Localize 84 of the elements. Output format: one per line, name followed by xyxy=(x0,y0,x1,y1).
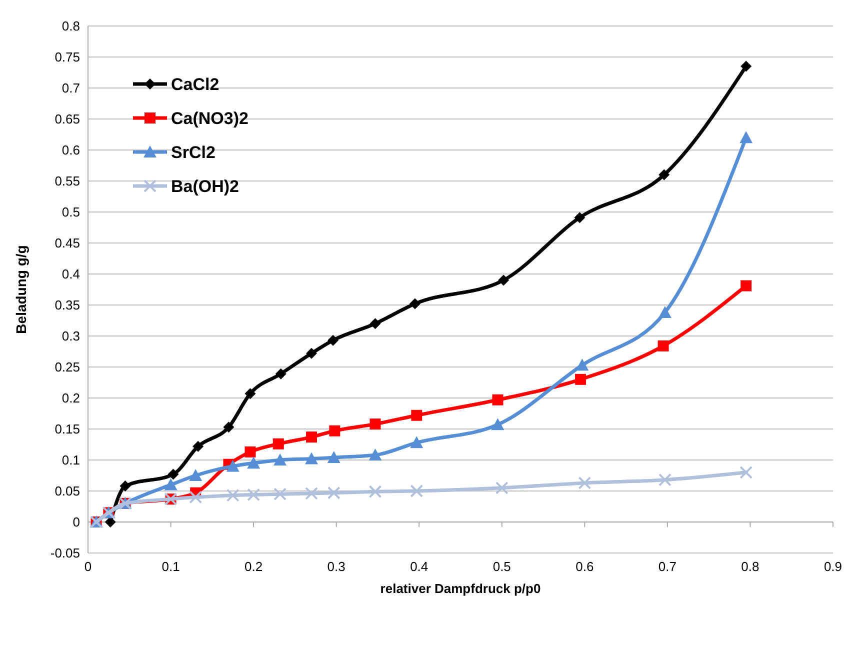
point xyxy=(740,466,753,479)
legend-label: CaCl2 xyxy=(171,75,220,94)
legend-label: Ba(OH)2 xyxy=(171,177,240,196)
point xyxy=(578,476,592,490)
y-tick-label: 0 xyxy=(72,514,80,530)
point xyxy=(164,478,178,490)
x-tick-label: 0.6 xyxy=(576,559,594,574)
y-tick-label: 0.5 xyxy=(62,204,80,220)
point xyxy=(575,374,586,385)
point xyxy=(327,451,340,464)
point xyxy=(192,440,204,452)
point xyxy=(189,490,202,504)
point xyxy=(409,298,420,310)
x-tick-label: 0 xyxy=(84,559,92,574)
y-tick-label: 0.7 xyxy=(62,80,80,96)
point xyxy=(306,348,317,359)
point xyxy=(306,432,317,443)
y-tick-label: 0.1 xyxy=(62,452,80,468)
y-tick-label: 0.45 xyxy=(54,236,80,250)
point xyxy=(223,422,234,433)
y-tick-label: 0.05 xyxy=(54,484,80,498)
point xyxy=(740,60,752,72)
point xyxy=(274,488,287,501)
x-tick-label: 0.9 xyxy=(824,559,842,574)
y-tick-label: 0.65 xyxy=(54,112,80,126)
point xyxy=(658,306,672,318)
x-tick-label: 0.8 xyxy=(741,559,760,574)
legend-label: SrCl2 xyxy=(171,143,216,162)
point xyxy=(244,388,256,400)
point xyxy=(576,358,589,371)
point xyxy=(226,488,240,502)
point xyxy=(244,446,256,458)
point xyxy=(410,436,424,448)
point xyxy=(305,486,318,500)
point xyxy=(275,368,286,380)
point xyxy=(226,460,240,472)
y-tick-label: 0.55 xyxy=(54,174,80,188)
point xyxy=(368,448,382,461)
y-tick-label: 0.75 xyxy=(54,50,80,64)
point xyxy=(272,438,284,450)
point xyxy=(411,410,422,421)
point xyxy=(491,418,504,430)
x-tick-label: 0.1 xyxy=(162,559,180,574)
point xyxy=(189,469,202,481)
y-tick-label: 0.4 xyxy=(62,266,80,282)
y-tick-label: 0.35 xyxy=(54,298,80,312)
y-tick-label: -0.05 xyxy=(50,546,80,560)
point xyxy=(329,425,340,436)
point xyxy=(168,468,179,480)
point xyxy=(574,212,586,224)
legend-label: Ca(NO3)2 xyxy=(171,109,248,128)
x-tick-label: 0.5 xyxy=(492,559,511,574)
y-tick-label: 0.8 xyxy=(62,18,80,34)
y-tick-label: 0.25 xyxy=(54,360,80,374)
y-axis-title: Beladung g/g xyxy=(13,245,29,334)
point xyxy=(658,340,669,352)
point xyxy=(370,318,381,330)
y-tick-label: 0.2 xyxy=(62,390,80,406)
point xyxy=(498,274,510,286)
y-tick-label: 0.6 xyxy=(62,142,80,158)
point xyxy=(658,169,670,180)
point xyxy=(410,484,424,498)
point xyxy=(492,394,504,406)
x-tick-label: 0.4 xyxy=(410,559,428,574)
point xyxy=(328,334,339,346)
point xyxy=(368,485,382,498)
x-tick-label: 0.7 xyxy=(658,559,676,574)
point xyxy=(120,480,131,492)
point xyxy=(104,516,116,528)
point xyxy=(274,454,287,466)
point xyxy=(247,456,260,469)
point xyxy=(327,486,340,500)
x-tick-label: 0.2 xyxy=(244,559,263,574)
point xyxy=(305,452,318,464)
y-tick-label: 0.3 xyxy=(62,328,80,344)
point xyxy=(740,131,753,144)
point xyxy=(495,481,508,494)
x-axis-title: relativer Dampfdruck p/p0 xyxy=(380,581,541,596)
y-tick-label: 0.15 xyxy=(54,422,80,436)
x-tick-label: 0.3 xyxy=(327,559,346,574)
point xyxy=(247,488,260,502)
point xyxy=(740,280,752,292)
point xyxy=(370,418,381,430)
point xyxy=(658,473,672,486)
